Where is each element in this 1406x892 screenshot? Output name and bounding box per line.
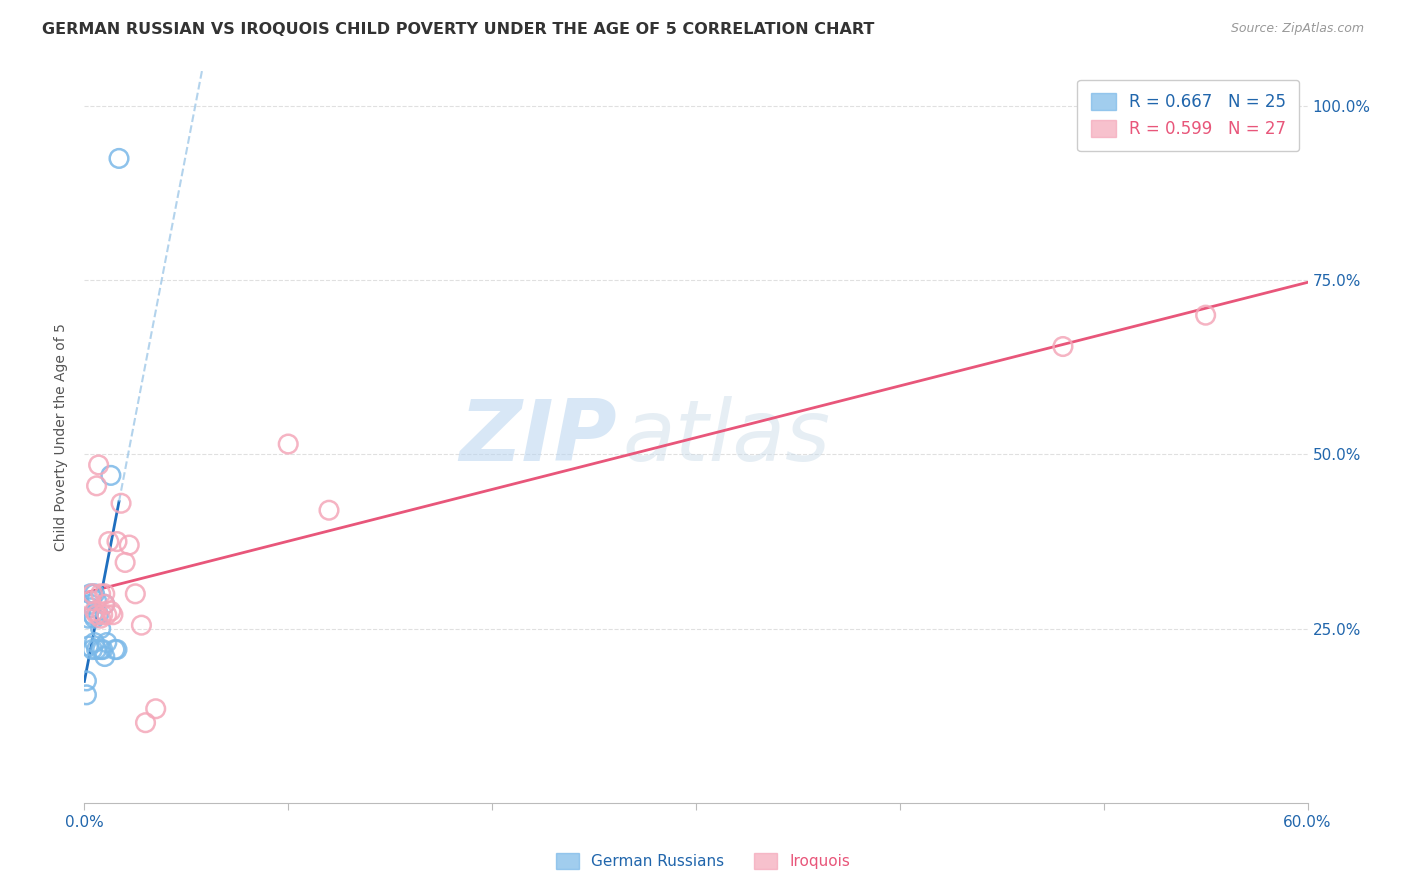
Point <box>110 496 132 510</box>
Point <box>75 688 97 702</box>
Point <box>82 607 104 622</box>
Point <box>79 597 101 611</box>
Point <box>97 534 120 549</box>
Point <box>96 635 118 649</box>
Point <box>86 479 108 493</box>
Point <box>90 622 112 636</box>
Point <box>79 587 101 601</box>
Point <box>90 642 112 657</box>
Legend: German Russians, Iroquois: German Russians, Iroquois <box>550 847 856 875</box>
Point <box>82 587 104 601</box>
Point <box>114 556 136 570</box>
Text: Source: ZipAtlas.com: Source: ZipAtlas.com <box>1230 22 1364 36</box>
Point <box>77 639 100 653</box>
Point <box>135 715 157 730</box>
Point <box>101 607 124 622</box>
Legend: R = 0.667   N = 25, R = 0.599   N = 27: R = 0.667 N = 25, R = 0.599 N = 27 <box>1077 79 1299 151</box>
Text: GERMAN RUSSIAN VS IROQUOIS CHILD POVERTY UNDER THE AGE OF 5 CORRELATION CHART: GERMAN RUSSIAN VS IROQUOIS CHILD POVERTY… <box>42 22 875 37</box>
Point <box>100 604 122 618</box>
Point <box>77 611 100 625</box>
Point <box>1195 308 1218 322</box>
Point <box>145 702 167 716</box>
Point <box>86 594 108 608</box>
Point <box>131 618 153 632</box>
Point <box>104 642 127 657</box>
Point <box>105 642 128 657</box>
Point <box>87 607 110 622</box>
Point <box>86 642 108 657</box>
Point <box>93 587 115 601</box>
Point <box>124 587 146 601</box>
Point <box>277 437 299 451</box>
Point <box>318 503 340 517</box>
Text: atlas: atlas <box>623 395 831 479</box>
Point <box>87 458 110 472</box>
Point <box>96 607 118 622</box>
Point <box>75 673 97 688</box>
Point <box>108 152 131 166</box>
Point <box>83 587 105 601</box>
Point <box>1052 339 1074 353</box>
Point <box>105 534 128 549</box>
Point <box>93 649 115 664</box>
Point <box>82 642 104 657</box>
Point <box>91 607 114 622</box>
Point <box>100 468 122 483</box>
Point <box>83 635 105 649</box>
Point <box>86 607 108 622</box>
Text: ZIP: ZIP <box>458 395 616 479</box>
Point <box>118 538 141 552</box>
Point <box>91 642 114 657</box>
Point <box>90 611 112 625</box>
Point <box>83 604 105 618</box>
Point <box>93 597 115 611</box>
Point <box>79 600 101 615</box>
Point <box>90 587 112 601</box>
Point <box>79 594 101 608</box>
Point <box>93 597 115 611</box>
Y-axis label: Child Poverty Under the Age of 5: Child Poverty Under the Age of 5 <box>55 323 69 551</box>
Point <box>83 611 105 625</box>
